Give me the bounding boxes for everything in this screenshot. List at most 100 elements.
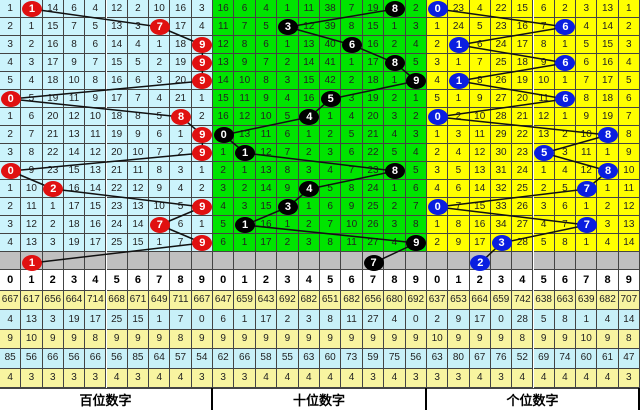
grid-cell: 6 [149,126,171,144]
grid-cell: 18 [42,72,64,90]
stat-cell: 25 [106,310,128,330]
grid-cell: 15 [362,18,385,36]
prediction-cell [341,252,363,270]
grid-cell: 2 [170,144,192,162]
grid-cell: 1 [298,198,320,216]
grid-cell: 5 [213,216,235,234]
digit-ball: 1 [235,145,256,161]
stat-cell: 638 [533,291,555,311]
grid-cell: 4 [384,234,406,252]
grid-cell: 14 [597,18,619,36]
grid-cell: 27 [490,90,513,108]
grid-cell: 4 [469,0,491,18]
grid-cell: 17 [85,234,107,252]
grid-cell: 5 [341,126,363,144]
grid-cell: 5 [21,90,43,108]
grid-cell: 22 [106,180,128,198]
stat-cell: 9 [213,329,235,350]
column-header: 0 [213,270,235,291]
grid-cell: 12 [213,36,235,54]
stat-cell: 9 [63,329,86,350]
grid-cell: 17 [170,18,192,36]
grid-cell: 13 [533,126,555,144]
grid-cell: 2 [405,108,427,126]
grid-cell: 1 [170,126,192,144]
column-header: 1 [448,270,470,291]
grid-cell: 3 [384,216,406,234]
grid-cell: 24 [362,180,385,198]
stat-cell: 9 [490,329,513,350]
grid-cell: 7 [448,198,470,216]
grid-cell: 10 [234,72,256,90]
grid-cell: 13 [597,0,619,18]
stat-cell: 59 [362,349,385,369]
grid-cell: 24 [448,18,470,36]
panel-units: 0 23 4 22 15 6 2 3 13 1 1 24 5 23 16 7 6 4 14 2 2 1 6 24 17 8 1 5 15… [427,0,640,410]
grid-cell: 4 [255,0,278,18]
grid-cell: 24 [106,216,128,234]
grid-cell: 17 [512,36,534,54]
grid-cell: 2 [554,0,577,18]
stat-cell: 1 [149,310,171,330]
grid-cell: 8 [277,162,299,180]
grid-cell: 1 [427,126,449,144]
grid-cell: 6 [448,180,470,198]
digit-ball: 0 [213,127,234,143]
grid-cell: 15 [106,54,128,72]
grid-cell: 7 [21,126,43,144]
grid-cell: 3 [0,144,22,162]
stat-cell: 62 [213,349,235,369]
grid-cell: 15 [42,18,64,36]
digit-ball: 7 [149,217,170,233]
stat-cell: 3 [42,310,64,330]
grid-cell: 13 [255,162,278,180]
grid-cell: 9 [469,90,491,108]
grid-cell: 16 [469,216,491,234]
grid-cell: 10 [469,108,491,126]
grid-cell: 7 [255,54,278,72]
stat-cell: 56 [106,349,128,369]
digit-ball: 0 [427,1,448,17]
grid-cell: 4 [554,162,577,180]
stat-cell: 57 [170,349,192,369]
grid-cell: 1 [0,108,22,126]
grid-cell: 3 [0,36,22,54]
grid-cell: 6 [576,54,598,72]
grid-cell: 1 [618,0,640,18]
stat-cell: 1 [234,310,256,330]
prediction-cell [127,252,150,270]
grid-cell: 1 [384,72,406,90]
grid-cell: 13 [127,198,150,216]
grid-cell: 8 [618,126,640,144]
grid-cell: 8 [554,234,577,252]
grid-cell: 2 [277,234,299,252]
column-header: 6 [341,270,363,291]
grid-cell: 7 [341,162,363,180]
grid-cell: 3 [298,162,320,180]
column-header: 3 [490,270,513,291]
grid-cell: 2 [21,36,43,54]
grid-cell: 6 [213,234,235,252]
grid-cell: 2 [427,234,449,252]
grid-cell: 13 [213,54,235,72]
grid-cell: 2 [554,126,577,144]
stat-cell: 19 [63,310,86,330]
grid-cell: 6 [469,36,491,54]
grid-cell: 9 [255,90,278,108]
grid-cell: 19 [362,90,385,108]
grid-cell: 18 [512,54,534,72]
grid-cell: 4 [0,54,22,72]
digit-ball: 0 [0,91,21,107]
grid-cell: 2 [298,144,320,162]
digit-ball: 7 [149,19,170,35]
grid-cell: 1 [21,18,43,36]
grid-cell: 1 [298,126,320,144]
grid-cell: 28 [512,234,534,252]
grid-cell: 4 [341,108,363,126]
grid-cell: 3 [191,0,213,18]
digit-ball: 1 [448,37,469,53]
grid-cell: 3 [170,162,192,180]
grid-cell: 7 [405,198,427,216]
grid-cell: 7 [469,54,491,72]
grid-cell: 9 [234,54,256,72]
